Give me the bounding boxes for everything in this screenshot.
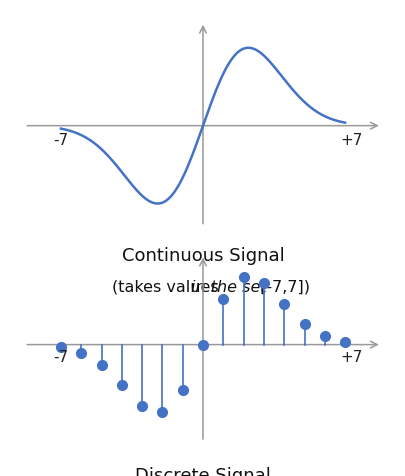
Text: +7: +7 <box>339 132 362 148</box>
Text: Continuous Signal: Continuous Signal <box>122 247 284 265</box>
Text: [-7,7]): [-7,7]) <box>254 280 309 295</box>
Text: in the set: in the set <box>190 280 266 295</box>
Text: -7: -7 <box>53 349 68 365</box>
Text: +7: +7 <box>339 349 362 365</box>
Text: -7: -7 <box>53 132 68 148</box>
Text: Discrete Signal: Discrete Signal <box>135 467 270 476</box>
Text: (takes values: (takes values <box>111 280 223 295</box>
